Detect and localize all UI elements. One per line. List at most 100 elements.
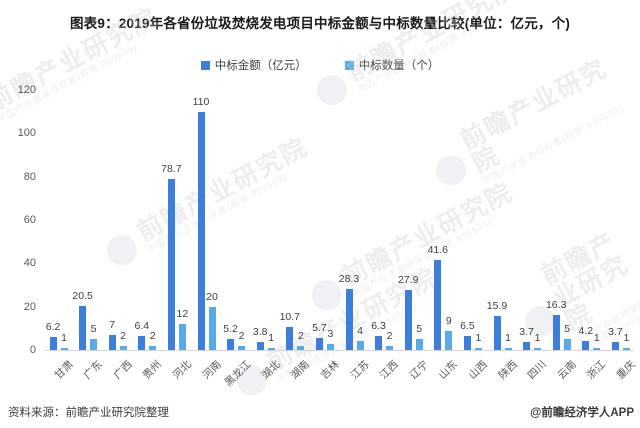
watermark-logo-icon [430, 149, 472, 191]
bar-value-label-count: 1 [593, 331, 600, 344]
watermark-logo-icon [101, 229, 142, 271]
watermark-subtext: 中国产业咨询领导者(股票:839599) [355, 11, 500, 95]
bar-count-吉林 [326, 343, 334, 350]
legend: 中标金额（亿元） 中标数量（个） [0, 57, 640, 73]
bar-count-甘肃 [60, 347, 68, 350]
bar-value-label-amount: 16.3 [545, 298, 567, 311]
bar-amount-重庆 [611, 341, 619, 350]
bar-value-label-count: 2 [297, 329, 304, 342]
y-axis-tick-label: 0 [29, 344, 36, 356]
bar-value-label-amount: 4.2 [578, 324, 594, 337]
bar-amount-湖南 [286, 326, 294, 350]
y-axis-tick-label: 40 [23, 257, 36, 270]
y-axis-tick-label: 120 [17, 84, 36, 96]
bar-count-山东 [445, 330, 453, 350]
legend-label-amount: 中标金额（亿元） [214, 60, 307, 72]
bar-value-label-count: 1 [475, 331, 482, 344]
bar-count-广东 [90, 339, 98, 350]
x-axis-label-河北: 河北 [170, 358, 194, 382]
bar-value-label-amount: 6.5 [460, 319, 475, 332]
bar-amount-河南 [197, 111, 205, 350]
bar-count-贵州 [149, 345, 157, 350]
x-axis-label-贵州: 贵州 [140, 358, 165, 382]
bar-value-label-amount: 7 [109, 318, 116, 331]
x-axis-label-重庆: 重庆 [614, 358, 638, 382]
bar-count-湖南 [297, 345, 305, 350]
bar-amount-云南 [552, 314, 560, 350]
bar-value-label-amount: 78.7 [161, 163, 182, 176]
bar-value-label-amount: 27.9 [397, 273, 419, 286]
bar-value-label-count: 5 [90, 323, 97, 336]
bar-count-陕西 [504, 347, 512, 350]
x-axis-line [44, 350, 634, 351]
bar-value-label-amount: 10.7 [279, 310, 301, 323]
x-axis-label-四川: 四川 [525, 358, 550, 382]
bar-amount-浙江 [582, 340, 590, 350]
watermark-text: 前瞻产业研究院 [342, 0, 523, 87]
bar-amount-河北 [167, 179, 175, 350]
y-axis-tick-label: 20 [23, 300, 36, 313]
bar-value-label-amount: 6.3 [371, 320, 386, 333]
watermark-text: 前瞻产业研究院 [132, 132, 313, 247]
watermark-text: 前瞻产业研究院 [337, 177, 518, 292]
watermark-text: 前瞻产业研究院 [0, 2, 163, 117]
bar-count-重庆 [622, 347, 630, 350]
x-axis-label-甘肃: 甘肃 [52, 358, 76, 382]
x-axis-label-云南: 云南 [555, 358, 579, 382]
bar-count-云南 [563, 339, 571, 350]
bar-value-label-count: 2 [238, 329, 245, 342]
bar-amount-甘肃 [49, 336, 57, 350]
bar-value-label-count: 2 [149, 329, 156, 342]
x-axis-label-辽宁: 辽宁 [407, 358, 431, 382]
bar-amount-山西 [463, 335, 471, 350]
bar-value-label-amount: 41.6 [427, 243, 449, 256]
bar-value-label-count: 3 [327, 327, 334, 340]
y-axis-tick-label: 80 [23, 170, 36, 183]
bar-amount-黑龙江 [227, 338, 235, 350]
bar-amount-贵州 [138, 336, 146, 350]
watermark-subtext: 中国产业咨询领导者(股票:839599) [0, 41, 140, 125]
x-axis-label-广西: 广西 [111, 358, 135, 382]
bar-value-label-amount: 6.2 [45, 320, 61, 333]
bar-count-四川 [534, 347, 542, 350]
legend-label-count: 中标数量（个） [358, 60, 440, 72]
watermark-logo-icon [311, 69, 352, 111]
bar-value-label-count: 12 [176, 308, 189, 320]
bar-value-label-amount: 5.7 [312, 321, 327, 334]
x-axis-label-江苏: 江苏 [348, 358, 372, 382]
legend-swatch-amount-icon [200, 60, 210, 70]
bar-value-label-amount: 28.3 [338, 272, 360, 285]
legend-item-count: 中标数量（个） [344, 57, 440, 73]
watermark: 前瞻产业研究院中国产业咨询领导者(股票:839599) [305, 177, 523, 318]
legend-swatch-count-icon [344, 60, 354, 70]
bar-count-江苏 [356, 341, 364, 350]
bar-value-label-count: 20 [206, 290, 218, 303]
watermark: 前瞻产业研究院中国产业咨询领导者(股票:839599) [310, 0, 528, 113]
bar-count-浙江 [593, 347, 601, 350]
y-axis-tick-label: 60 [23, 214, 36, 226]
bar-value-label-count: 1 [505, 331, 511, 344]
bar-value-label-count: 1 [268, 331, 275, 344]
watermark-subtext: 中国产业咨询领导者(股票:839599) [480, 103, 625, 187]
bar-value-label-count: 1 [534, 331, 541, 344]
x-axis-label-江西: 江西 [377, 358, 402, 382]
bar-value-label-amount: 3.7 [608, 325, 623, 338]
bar-count-辽宁 [415, 339, 423, 350]
bar-amount-山东 [434, 259, 442, 350]
x-axis-label-陕西: 陕西 [496, 358, 520, 382]
bar-count-广西 [119, 345, 127, 350]
bar-count-黑龙江 [238, 345, 246, 350]
x-axis-label-广东: 广东 [81, 358, 106, 382]
bar-amount-辽宁 [404, 289, 412, 350]
x-axis-label-山西: 山西 [466, 358, 490, 382]
bar-value-label-count: 4 [357, 325, 363, 338]
y-axis-tick-label: 100 [17, 127, 36, 140]
watermark: 前瞻产业研究院中国产业咨询领导者(股票:839599) [423, 48, 640, 205]
x-axis-label-湖北: 湖北 [259, 358, 283, 382]
bar-amount-陕西 [493, 315, 501, 350]
bar-amount-广西 [108, 334, 116, 350]
bar-value-label-count: 1 [623, 331, 630, 344]
app-handle: @前瞻经济学人APP [530, 407, 634, 419]
watermark: 前瞻产业研究院中国产业咨询领导者(股票:839599) [100, 132, 318, 273]
